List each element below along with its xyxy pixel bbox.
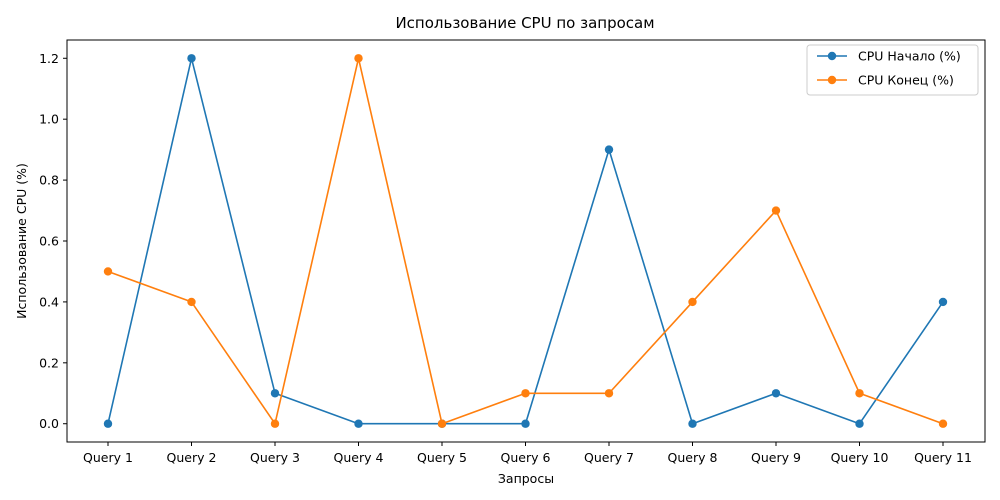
x-tick-label: Query 7 (584, 450, 634, 465)
x-tick-label: Query 8 (668, 450, 718, 465)
x-tick-label: Query 2 (167, 450, 217, 465)
legend-label-2: CPU Конец (%) (858, 73, 954, 88)
x-axis-title: Запросы (498, 471, 554, 486)
series-2-point (103, 267, 113, 276)
series-2-point (688, 297, 697, 307)
series-2-point (521, 389, 530, 398)
series-2-point (855, 389, 864, 398)
x-tick-label: Query 5 (417, 450, 467, 465)
y-tick-label: 0.6 (39, 234, 59, 249)
x-tick-label: Query 9 (751, 450, 801, 465)
x-tick-label: Query 11 (914, 450, 972, 465)
series-1-point (855, 419, 864, 428)
series-1-point (604, 145, 614, 154)
x-tick-label: Query 10 (831, 450, 889, 465)
series-1-point (938, 297, 948, 307)
plot-area: Query 1 Query 2 Query 3 Query 4 Query 5 Query… (39, 51, 972, 465)
series-1-point (187, 54, 196, 63)
series-2-point (771, 206, 781, 215)
series-2-point (938, 419, 948, 428)
series-1-point (354, 419, 363, 428)
legend-label-1: CPU Начало (%) (858, 49, 961, 64)
x-tick-label: Query 4 (334, 450, 384, 465)
legend: CPU Начало (%) CPU Конец (%) (806, 44, 979, 96)
series-2-point (270, 419, 280, 428)
series-1-point (771, 389, 781, 398)
x-tick-label: Query 6 (501, 450, 551, 465)
y-tick-label: 0.4 (39, 294, 59, 309)
series-1-point (688, 419, 697, 428)
legend-marker-2 (827, 75, 837, 85)
x-tick-label: Query 1 (83, 450, 133, 465)
plot-frame (66, 39, 986, 443)
legend-marker-1 (827, 51, 837, 61)
series-2-point (604, 389, 614, 398)
x-tick-label: Query 3 (250, 450, 300, 465)
series-1-point (103, 419, 113, 428)
series-2-point (187, 297, 196, 307)
series-1-point (270, 389, 280, 398)
y-tick-label: 0.8 (39, 173, 59, 188)
y-tick-label: 1.2 (39, 51, 59, 66)
y-tick-label: 1.0 (39, 112, 59, 127)
y-tick-label: 0.0 (39, 416, 59, 431)
chart-title: Использование CPU по запросам (395, 14, 654, 32)
series-2-point (354, 54, 363, 63)
y-axis-title: Использование CPU (%) (14, 163, 29, 319)
series-2-point (437, 419, 447, 428)
y-tick-label: 0.2 (39, 355, 59, 370)
series-1-point (521, 419, 530, 428)
legend-box (806, 44, 979, 96)
